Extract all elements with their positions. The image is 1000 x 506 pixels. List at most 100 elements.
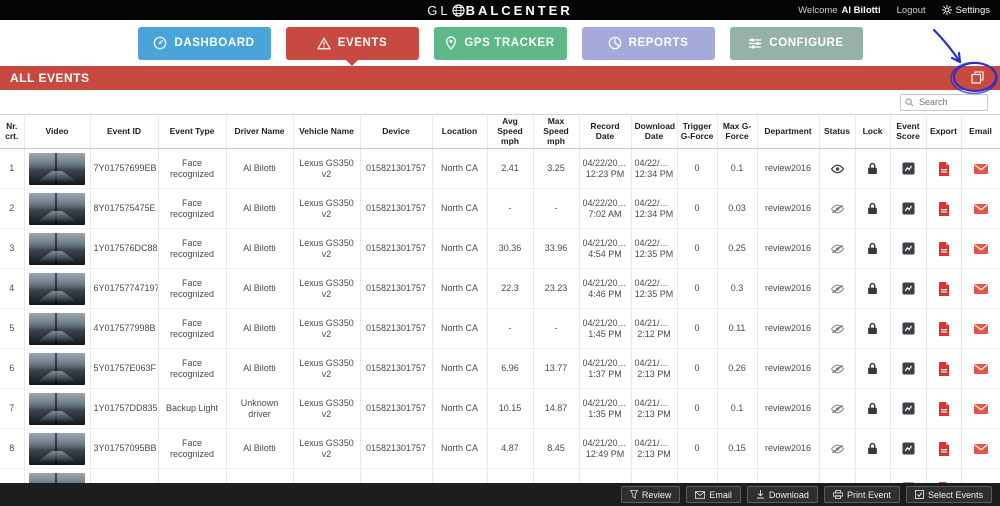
location: North CA	[432, 308, 488, 350]
event-type: Backup Light	[158, 388, 227, 430]
department: review2016	[757, 348, 820, 390]
status-eye-off-icon[interactable]	[830, 443, 845, 454]
logout-link[interactable]: Logout	[896, 4, 926, 16]
download-button[interactable]: Download	[746, 486, 818, 503]
event-row[interactable]: 7 1Y01757DD835 Backup Light Unknown driver L…	[0, 388, 1000, 430]
export-pdf-icon[interactable]	[938, 401, 950, 416]
logo-text-suffix: BALCENTER	[465, 2, 573, 18]
export-pdf-icon[interactable]	[938, 161, 950, 176]
department: review2016	[757, 388, 820, 430]
max-g-force: 0.15	[717, 428, 758, 470]
status-eye-off-icon[interactable]	[830, 323, 845, 334]
email-icon[interactable]	[973, 323, 988, 334]
event-score-icon[interactable]	[901, 202, 915, 215]
max-speed: 33.96	[533, 228, 580, 270]
event-row[interactable]: 4 6Y01757747197 Face recognized Al Bilotti L…	[0, 268, 1000, 310]
export-pdf-icon[interactable]	[938, 281, 950, 296]
tab-dashboard[interactable]: DASHBOARD	[137, 26, 271, 60]
event-row[interactable]: 6 5Y01757E063F Face recognized Al Bilotti Le…	[0, 348, 1000, 390]
row-number: 3	[0, 228, 25, 270]
event-score-icon[interactable]	[901, 322, 915, 335]
tab-reports[interactable]: REPORTS	[581, 26, 715, 60]
lock-icon[interactable]	[867, 363, 878, 375]
export-pdf-icon[interactable]	[938, 441, 950, 456]
search-box[interactable]	[900, 93, 988, 111]
event-row[interactable]: 9	[0, 468, 1000, 483]
print-event-button[interactable]: Print Event	[823, 486, 900, 503]
email-icon[interactable]	[973, 203, 988, 214]
event-video-thumbnail[interactable]	[29, 352, 85, 385]
email-icon[interactable]	[973, 283, 988, 294]
department: review2016	[757, 428, 820, 470]
event-score-icon[interactable]	[901, 402, 915, 415]
column-header: Avg Speed mph	[487, 115, 534, 150]
status-eye-off-icon[interactable]	[830, 403, 845, 414]
column-header: Export	[926, 115, 962, 150]
export-pdf-icon[interactable]	[938, 321, 950, 336]
event-row[interactable]: 2 8Y017575475E Face recognized Al Bilotti Le…	[0, 188, 1000, 230]
event-video-thumbnail[interactable]	[29, 432, 85, 465]
event-video-thumbnail[interactable]	[29, 232, 85, 265]
lock-icon[interactable]	[867, 243, 878, 255]
export-pdf-icon[interactable]	[938, 361, 950, 376]
event-video-thumbnail[interactable]	[29, 472, 85, 483]
export-events-icon[interactable]	[971, 71, 984, 84]
event-score-icon[interactable]	[901, 442, 915, 455]
event-row[interactable]: 3 1Y017576DC88 Face recognized Al Bilotti Le…	[0, 228, 1000, 270]
event-score-icon[interactable]	[901, 282, 915, 295]
lock-icon[interactable]	[867, 283, 878, 295]
lock-icon[interactable]	[867, 403, 878, 415]
event-row[interactable]: 5 4Y017577998B Face recognized Al Bilotti Le…	[0, 308, 1000, 350]
tab-gps-tracker[interactable]: GPS TRACKER	[433, 26, 567, 60]
lock-icon[interactable]	[867, 323, 878, 335]
vehicle-name: Lexus GS350 v2	[293, 148, 361, 190]
event-row[interactable]: 1 7Y01757699EB Face recognized Al Bilotti Le…	[0, 148, 1000, 190]
max-speed: 13.77	[533, 348, 580, 390]
driver-name: Al Bilotti	[226, 308, 294, 350]
tab-events[interactable]: EVENTS	[285, 26, 419, 66]
tab-configure[interactable]: CONFIGURE	[729, 26, 863, 60]
email-icon[interactable]	[973, 443, 988, 454]
email-icon[interactable]	[973, 363, 988, 374]
status-eye-icon[interactable]	[830, 163, 845, 174]
event-video-thumbnail[interactable]	[29, 152, 85, 185]
event-score-icon[interactable]	[901, 242, 915, 255]
lock-icon[interactable]	[867, 203, 878, 215]
settings-button[interactable]: Settings	[941, 5, 990, 16]
column-header: Max G-Force	[717, 115, 758, 150]
email-icon[interactable]	[973, 243, 988, 254]
event-id: 6Y01757747197	[90, 268, 159, 310]
event-type: Face recognized	[158, 308, 227, 350]
status-eye-off-icon[interactable]	[830, 363, 845, 374]
email-icon[interactable]	[973, 163, 988, 174]
avg-speed: 10.15	[487, 388, 534, 430]
email-button[interactable]: Email	[686, 486, 741, 503]
event-video-thumbnail[interactable]	[29, 272, 85, 305]
event-video-thumbnail[interactable]	[29, 312, 85, 345]
event-row[interactable]: 8 3Y01757095BB Face recognized Al Bilotti Le…	[0, 428, 1000, 470]
status-eye-off-icon[interactable]	[830, 283, 845, 294]
email-icon[interactable]	[973, 403, 988, 414]
column-header: Driver Name	[226, 115, 294, 150]
export-pdf-icon[interactable]	[938, 201, 950, 216]
export-pdf-icon[interactable]	[938, 241, 950, 256]
search-input[interactable]	[917, 96, 983, 108]
vehicle-name: Lexus GS350 v2	[293, 268, 361, 310]
event-score-icon[interactable]	[901, 162, 915, 175]
event-video-thumbnail[interactable]	[29, 192, 85, 225]
select-events-button[interactable]: Select Events	[905, 486, 992, 503]
event-video-thumbnail[interactable]	[29, 392, 85, 425]
trigger-g-force: 0	[677, 188, 718, 230]
max-g-force: 0.3	[717, 268, 758, 310]
event-score-icon[interactable]	[901, 362, 915, 375]
funnel-icon	[629, 490, 638, 499]
review-button[interactable]: Review	[620, 486, 681, 503]
lock-icon[interactable]	[867, 163, 878, 175]
status-eye-off-icon[interactable]	[830, 203, 845, 214]
event-id	[90, 468, 159, 483]
lock-icon[interactable]	[867, 443, 878, 455]
status-eye-off-icon[interactable]	[830, 243, 845, 254]
location	[432, 468, 488, 483]
record-date	[579, 468, 632, 483]
